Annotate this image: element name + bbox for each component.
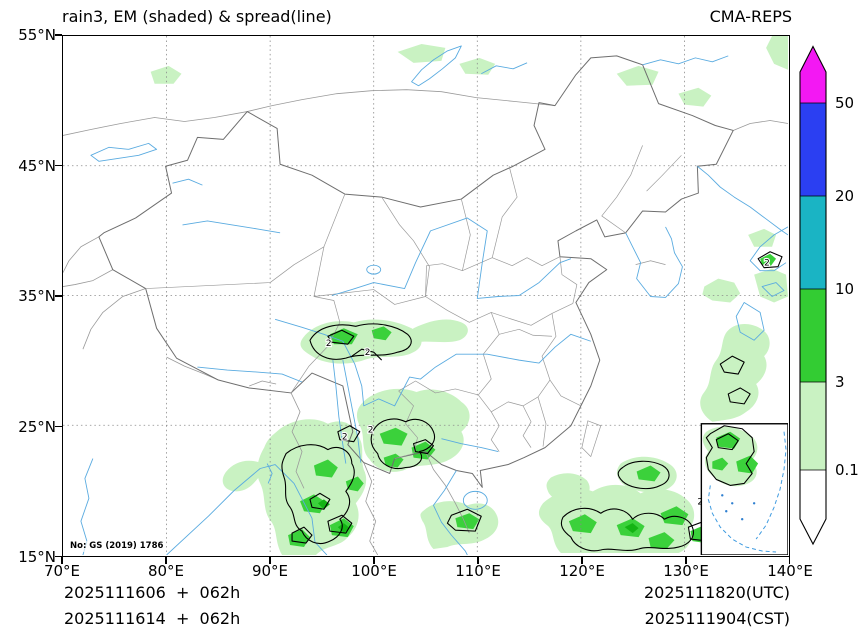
south-china-sea-inset xyxy=(700,423,788,555)
x-axis-tick xyxy=(373,557,375,564)
x-tick-label-140e: 140°E xyxy=(767,562,813,580)
contour-label: 2 xyxy=(764,259,770,269)
colorbar-label-50: 50 xyxy=(835,94,855,112)
x-axis-tick xyxy=(269,557,271,564)
license-note: No: GS (2019) 1786 xyxy=(68,541,166,552)
colorbar-arrow-under xyxy=(800,519,826,544)
x-axis-tick xyxy=(581,557,583,564)
colorbar-label-3: 3 xyxy=(835,373,845,391)
map-canvas: 2 2 2 2 2 2 xyxy=(63,36,788,555)
province-borders xyxy=(145,145,682,459)
x-tick-label-70e: 70°E xyxy=(43,562,81,580)
colorbar-segment-under xyxy=(800,470,826,519)
contour-label: 2 xyxy=(368,426,374,436)
x-tick-label-110e: 110°E xyxy=(455,562,501,580)
colorbar-segment-0p1-3 xyxy=(800,382,826,470)
x-axis-tick xyxy=(477,557,479,564)
foreign-borders xyxy=(63,89,788,555)
precip-shading-light xyxy=(150,36,788,555)
rivers-and-coasts xyxy=(80,45,788,555)
x-tick-label-80e: 80°E xyxy=(147,562,185,580)
y-tick-label-55n: 55°N xyxy=(18,26,56,44)
colorbar-segment-20-50 xyxy=(800,103,826,196)
y-tick-label-45n: 45°N xyxy=(18,156,56,175)
colorbar-arrow-over xyxy=(800,46,826,72)
x-tick-label-100e: 100°E xyxy=(351,562,397,580)
y-axis-tick xyxy=(55,34,62,36)
colorbar-label-20: 20 xyxy=(835,187,855,205)
map-panel: 2 2 2 2 2 2 xyxy=(62,35,790,557)
init-time-cst: 2025111614 + 062h xyxy=(64,609,241,628)
contour-label: 2 xyxy=(342,433,348,443)
y-axis-tick xyxy=(55,555,62,557)
contour-labels: 2 2 2 2 2 2 xyxy=(325,258,771,509)
colorbar xyxy=(799,45,827,546)
x-axis-tick xyxy=(61,557,63,564)
x-axis-tick xyxy=(788,557,790,564)
x-axis-tick xyxy=(165,557,167,564)
y-tick-label-35n: 35°N xyxy=(18,287,56,305)
y-tick-label-25n: 25°N xyxy=(18,417,56,436)
contour-label: 2 xyxy=(365,348,371,358)
colorbar-segment-10-20 xyxy=(800,196,826,289)
colorbar-label-0p1: 0.1 xyxy=(835,461,859,479)
colorbar-outline xyxy=(799,45,827,546)
colorbar-label-10: 10 xyxy=(835,280,855,298)
y-tick-label-15n: 15°N xyxy=(18,548,56,566)
colorbar-segment-3-10 xyxy=(800,289,826,382)
y-axis-tick xyxy=(55,425,62,428)
init-time-utc: 2025111606 + 062h xyxy=(64,583,241,602)
x-tick-label-120e: 120°E xyxy=(559,562,605,580)
plot-title: rain3, EM (shaded) & spread(line) xyxy=(62,7,332,26)
china-boundary xyxy=(98,55,734,488)
model-name: CMA-REPS xyxy=(709,7,792,26)
valid-time-cst: 2025111904(CST) xyxy=(644,609,790,628)
y-axis-tick xyxy=(55,295,62,297)
x-axis-tick xyxy=(685,557,687,564)
colorbar-segment-50-plus xyxy=(800,72,826,103)
valid-time-utc: 2025111820(UTC) xyxy=(644,583,790,602)
x-tick-label-130e: 130°E xyxy=(663,562,709,580)
y-axis-tick xyxy=(55,164,62,167)
contour-label: 2 xyxy=(697,497,703,507)
x-tick-label-90e: 90°E xyxy=(251,562,289,580)
contour-label: 2 xyxy=(326,339,332,349)
